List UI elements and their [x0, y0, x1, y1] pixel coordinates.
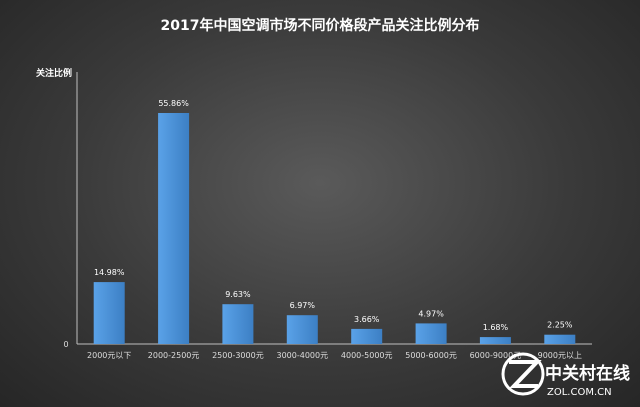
data-label-5: 3.66% — [354, 315, 380, 324]
x-tick-label-3: 2500-3000元 — [212, 351, 264, 360]
zol-logo-z-mark — [509, 360, 542, 388]
data-label-7: 1.68% — [483, 323, 509, 332]
chart-title: 2017年中国空调市场不同价格段产品关注比例分布 — [161, 17, 480, 34]
bars-group: 14.98% 2000元以下 55.86% 2000-2500元 9.63% 2500-3… — [87, 99, 582, 360]
y-zero-label: 0 — [63, 340, 68, 349]
data-label-1: 14.98% — [94, 268, 125, 277]
bar-2 — [158, 113, 190, 344]
x-tick-label-7: 6000-9000元 — [470, 351, 522, 360]
watermark-en: ZOL.COM.CN — [547, 387, 612, 398]
bar-7 — [479, 337, 511, 344]
watermark-cn: 中关村在线 — [545, 363, 630, 384]
x-tick-label-5: 4000-5000元 — [341, 351, 393, 360]
bar-8 — [544, 334, 576, 344]
y-axis-label: 关注比例 — [36, 67, 72, 79]
data-label-3: 9.63% — [225, 290, 251, 299]
data-label-6: 4.97% — [418, 309, 444, 318]
data-label-8: 2.25% — [547, 321, 573, 330]
data-label-2: 55.86% — [158, 99, 189, 108]
bar-6 — [415, 323, 447, 344]
x-tick-label-8: 9000元以上 — [538, 351, 582, 360]
zol-watermark: 中关村在线 ZOL.COM.CN — [501, 352, 630, 398]
data-label-4: 6.97% — [290, 301, 316, 310]
bar-1 — [93, 282, 125, 344]
bar-3 — [222, 304, 254, 344]
x-tick-label-4: 3000-4000元 — [276, 351, 328, 360]
x-tick-label-2: 2000-2500元 — [148, 351, 200, 360]
bar-4 — [286, 315, 318, 344]
zol-logo-icon — [501, 352, 545, 396]
bar-5 — [351, 328, 383, 344]
x-tick-label-1: 2000元以下 — [87, 351, 131, 360]
x-tick-label-6: 5000-6000元 — [405, 351, 457, 360]
